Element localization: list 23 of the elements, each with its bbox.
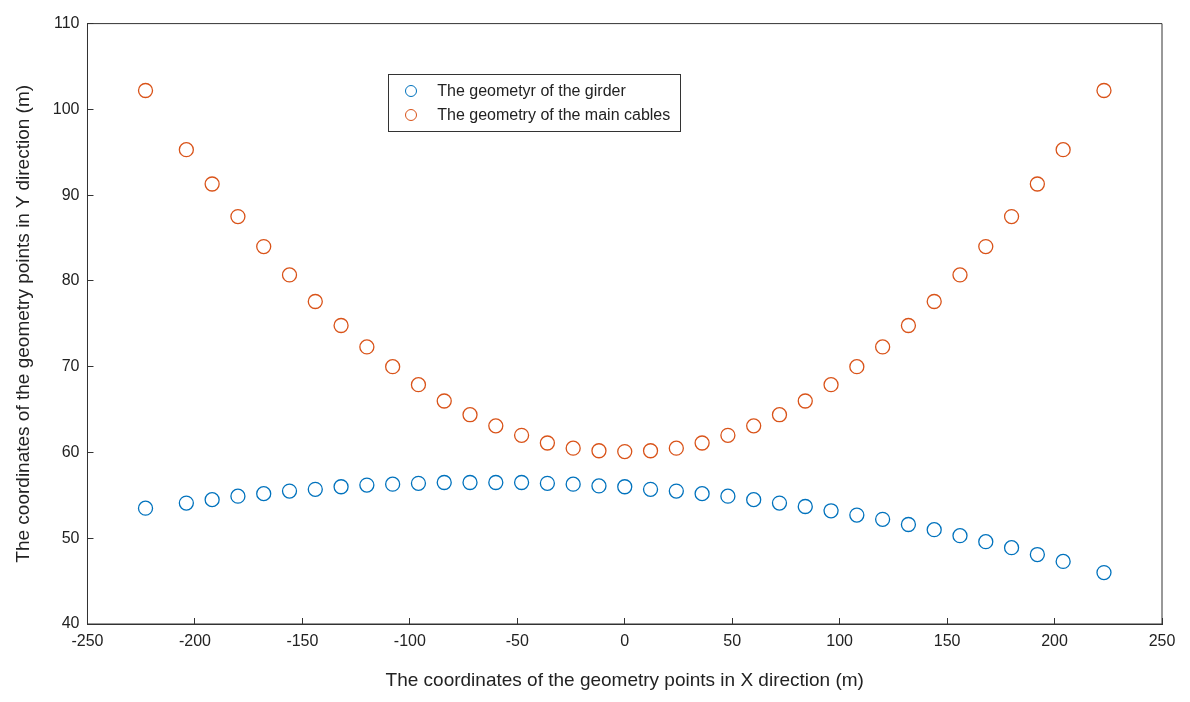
x-tick-label: -150 bbox=[286, 632, 319, 650]
y-tick-label: 90 bbox=[61, 185, 80, 203]
x-tick-label: 100 bbox=[826, 632, 854, 650]
legend-label: The geometyr of the girder bbox=[437, 81, 626, 100]
x-tick-label: -100 bbox=[393, 632, 426, 650]
x-tick-label: 50 bbox=[723, 632, 742, 650]
y-tick-label: 70 bbox=[61, 357, 80, 375]
x-tick-label: 0 bbox=[620, 632, 630, 650]
x-tick-label: 200 bbox=[1041, 632, 1068, 650]
legend-label: The geometry of the main cables bbox=[437, 105, 671, 124]
y-axis-title: The coordinates of the geometry points in Y direction (m) bbox=[11, 84, 33, 563]
x-axis-title: The coordinates of the geometry points in X direction (m) bbox=[385, 668, 864, 690]
y-tick-label: 100 bbox=[52, 99, 80, 117]
y-tick-label: 50 bbox=[61, 528, 80, 546]
y-tick-label: 80 bbox=[61, 271, 80, 289]
y-tick-label: 40 bbox=[61, 614, 80, 632]
y-tick-label: 110 bbox=[53, 14, 80, 32]
x-tick-label: -50 bbox=[505, 632, 529, 650]
y-tick-label: 60 bbox=[61, 442, 80, 460]
x-tick-label: -200 bbox=[178, 632, 212, 650]
x-tick-label: -250 bbox=[71, 632, 104, 650]
x-tick-label: 150 bbox=[933, 632, 961, 650]
x-tick-label: 250 bbox=[1148, 632, 1176, 650]
